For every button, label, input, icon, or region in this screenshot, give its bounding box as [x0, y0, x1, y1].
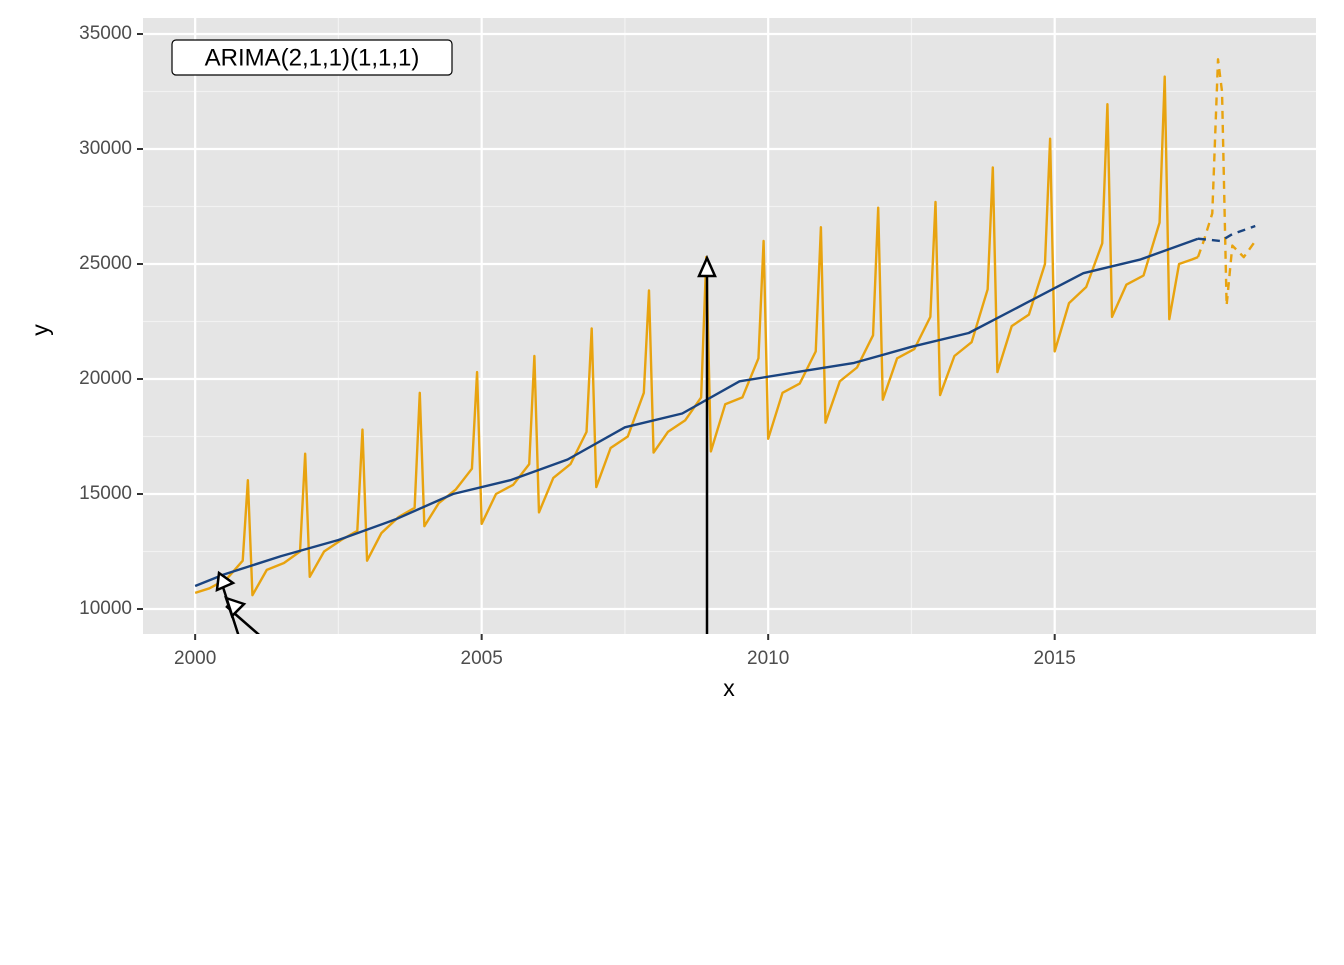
x-tick-label: 2010 [747, 648, 789, 669]
y-tick-label: 35000 [79, 23, 132, 44]
arrows [215, 254, 717, 634]
y-axis-title: y [27, 324, 53, 336]
y-tick-label: 10000 [79, 598, 132, 619]
y-tick-label: 20000 [79, 368, 132, 389]
arrow-line [220, 583, 240, 634]
x-axis-title: x [723, 675, 735, 701]
series-line [194, 237, 1199, 588]
y-tick-label: 15000 [79, 483, 132, 504]
panel [143, 18, 1316, 634]
arrow-head [215, 570, 236, 593]
series-line [1197, 224, 1256, 243]
y-tick-label: 25000 [79, 253, 132, 274]
x-tick-label: 2015 [1034, 648, 1076, 669]
x-tick-label: 2000 [174, 648, 216, 669]
y-tick-label: 30000 [79, 138, 132, 159]
arrow-head [697, 254, 717, 278]
annotation: ARIMA(2,1,1)(1,1,1) [205, 44, 420, 71]
annotation-box [171, 39, 453, 76]
x-tick-label: 2005 [461, 648, 503, 669]
